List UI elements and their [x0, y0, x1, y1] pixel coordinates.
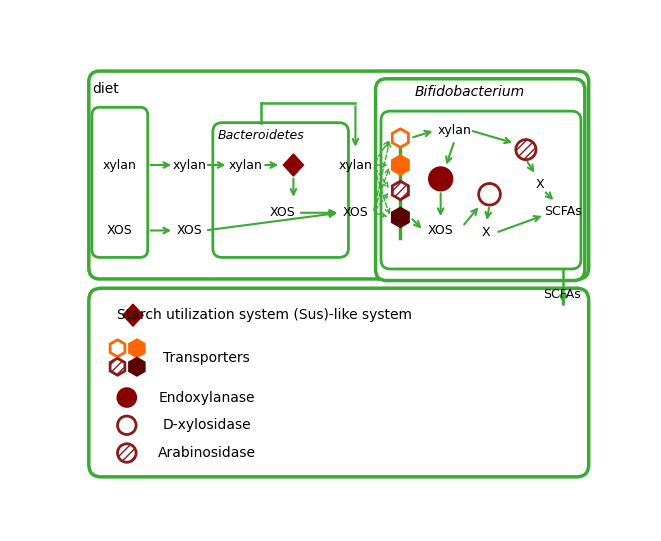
Circle shape — [516, 140, 536, 160]
Circle shape — [479, 183, 500, 205]
FancyBboxPatch shape — [89, 71, 589, 279]
Text: xylan: xylan — [438, 124, 471, 137]
Polygon shape — [284, 154, 303, 176]
Text: Endoxylanase: Endoxylanase — [159, 391, 255, 405]
Circle shape — [429, 167, 452, 190]
Polygon shape — [130, 340, 144, 357]
Text: xylan: xylan — [173, 159, 206, 171]
FancyBboxPatch shape — [381, 111, 581, 269]
Circle shape — [118, 444, 136, 462]
Text: XOS: XOS — [428, 224, 453, 237]
Text: xylan: xylan — [103, 159, 137, 171]
Text: diet: diet — [93, 82, 119, 96]
Text: SCFAs: SCFAs — [544, 204, 582, 217]
Text: XOS: XOS — [270, 206, 295, 219]
Text: XOS: XOS — [107, 224, 133, 237]
Polygon shape — [393, 181, 408, 200]
Text: X: X — [481, 226, 490, 239]
Polygon shape — [130, 358, 144, 375]
FancyBboxPatch shape — [92, 107, 147, 258]
Text: xylan: xylan — [229, 159, 262, 171]
Text: X: X — [535, 178, 544, 191]
Text: xylan: xylan — [338, 159, 372, 171]
Polygon shape — [110, 358, 125, 375]
FancyBboxPatch shape — [375, 79, 585, 281]
Text: Bifidobacterium: Bifidobacterium — [415, 85, 525, 99]
Text: Arabinosidase: Arabinosidase — [157, 446, 256, 460]
Circle shape — [118, 388, 136, 407]
Polygon shape — [393, 156, 408, 174]
FancyBboxPatch shape — [89, 288, 589, 477]
Text: XOS: XOS — [342, 206, 368, 219]
Text: Transporters: Transporters — [163, 351, 250, 365]
Polygon shape — [110, 340, 125, 357]
Polygon shape — [123, 304, 143, 326]
Text: D-xylosidase: D-xylosidase — [163, 418, 251, 432]
Text: XOS: XOS — [176, 224, 202, 237]
Polygon shape — [393, 129, 408, 147]
FancyBboxPatch shape — [213, 123, 348, 258]
Text: Starch utilization system (Sus)-like system: Starch utilization system (Sus)-like sys… — [117, 308, 412, 322]
Text: Bacteroidetes: Bacteroidetes — [217, 129, 304, 142]
Polygon shape — [393, 208, 408, 227]
Circle shape — [118, 416, 136, 434]
Text: SCFAs: SCFAs — [543, 288, 580, 301]
